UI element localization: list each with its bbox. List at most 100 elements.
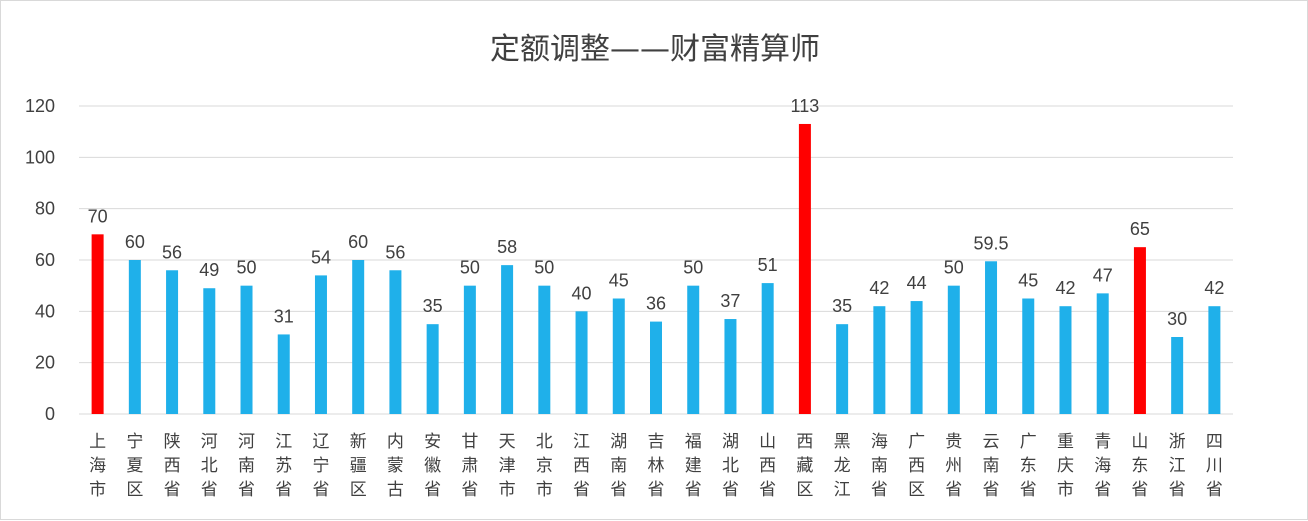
data-label: 50 (683, 258, 703, 278)
bar (575, 311, 588, 414)
x-tick-label: 内蒙古 (387, 432, 404, 500)
x-axis-labels: 上海市 宁夏区 陕西省 河北省 河南省 江苏省 辽宁省 新疆区 内蒙古 安徽省 甘肃省 天津市 北京市 江… (89, 432, 1223, 500)
x-tick-label: 青海省 (1094, 432, 1111, 500)
data-labels: 70 60 56 49 50 31 54 60 56 35 50 58 50 40 45 36 50 37 51 11… (88, 96, 1225, 329)
bar (687, 285, 700, 414)
bar (724, 319, 737, 414)
bar (426, 324, 439, 414)
bar (650, 321, 662, 414)
x-tick-label: 新疆区 (350, 432, 367, 500)
x-tick-label: 河南省 (238, 432, 255, 500)
data-label: 51 (758, 255, 778, 275)
bar (463, 285, 476, 414)
data-label: 70 (88, 206, 108, 226)
data-label: 35 (423, 296, 443, 316)
data-label: 30 (1167, 309, 1187, 329)
x-tick-label: 四川省 (1206, 432, 1223, 500)
bar (389, 270, 402, 414)
x-tick-label: 山西省 (759, 432, 776, 500)
data-label: 45 (1018, 271, 1038, 291)
data-label: 44 (907, 273, 927, 293)
bar (612, 298, 625, 414)
data-label: 50 (237, 258, 257, 278)
x-tick-label: 河北省 (201, 432, 218, 500)
data-label: 113 (791, 96, 820, 116)
bar (1022, 298, 1035, 414)
chart-title: 定额调整——财富精算师 (490, 32, 820, 67)
data-label: 42 (1204, 278, 1224, 298)
bar (1208, 306, 1221, 414)
x-tick-label: 陕西省 (164, 432, 181, 500)
x-tick-label: 黑龙江 (834, 432, 851, 500)
bars (91, 123, 1221, 414)
y-tick-label: 0 (45, 404, 55, 424)
bar (836, 324, 849, 414)
data-label: 36 (646, 294, 666, 314)
x-tick-label: 广东省 (1020, 432, 1037, 500)
x-tick-label: 重庆市 (1057, 432, 1074, 500)
data-label: 56 (385, 242, 405, 262)
x-tick-label: 广西区 (908, 432, 925, 500)
data-label: 49 (199, 260, 219, 280)
x-tick-label: 湖北省 (722, 432, 739, 500)
data-label: 47 (1093, 265, 1113, 285)
bar (1133, 247, 1146, 414)
x-tick-label: 宁夏区 (126, 432, 143, 500)
x-tick-label: 上海市 (89, 432, 106, 500)
bar (91, 234, 104, 414)
bar (277, 334, 290, 414)
data-label: 54 (311, 247, 331, 267)
x-tick-label: 西藏区 (796, 432, 813, 500)
x-tick-label: 浙江省 (1169, 432, 1186, 500)
bar (128, 260, 141, 414)
data-label: 31 (274, 306, 294, 326)
x-tick-label: 吉林省 (648, 432, 665, 500)
x-tick-label: 海南省 (871, 432, 888, 500)
bar (1096, 293, 1109, 414)
y-axis-ticks: 0 20 40 60 80 100 120 (25, 96, 55, 424)
x-tick-label: 云南省 (983, 432, 1000, 500)
y-tick-label: 80 (35, 199, 55, 219)
y-tick-label: 60 (35, 250, 55, 270)
bar (501, 265, 514, 414)
bar (352, 260, 365, 414)
data-label: 35 (832, 296, 852, 316)
data-label: 65 (1130, 219, 1150, 239)
x-tick-label: 安徽省 (424, 432, 441, 500)
data-label: 40 (572, 283, 592, 303)
bar (1059, 306, 1072, 414)
x-tick-label: 甘肃省 (461, 432, 478, 500)
data-label: 37 (720, 291, 740, 311)
data-label: 42 (1055, 278, 1075, 298)
y-tick-label: 100 (25, 147, 55, 167)
data-label: 56 (162, 242, 182, 262)
x-tick-label: 辽宁省 (312, 432, 329, 500)
bar (985, 261, 998, 414)
y-tick-label: 40 (35, 301, 55, 321)
bar (761, 283, 774, 414)
data-label: 58 (497, 237, 517, 257)
bar (1171, 337, 1184, 414)
data-label: 50 (534, 258, 554, 278)
data-label: 50 (944, 258, 964, 278)
x-tick-label: 江西省 (573, 432, 590, 500)
x-tick-label: 天津市 (499, 432, 516, 500)
bar (910, 301, 923, 414)
bar (314, 275, 327, 414)
gridlines (79, 105, 1233, 415)
bar (203, 288, 216, 414)
x-tick-label: 贵州省 (945, 432, 962, 500)
y-tick-label: 120 (25, 96, 55, 116)
data-label: 60 (125, 232, 145, 252)
data-label: 60 (348, 232, 368, 252)
x-tick-label: 福建省 (685, 432, 702, 500)
x-tick-label: 北京市 (536, 432, 553, 500)
bar (947, 285, 960, 414)
y-tick-label: 20 (35, 353, 55, 373)
bar (240, 285, 253, 414)
data-label: 59.5 (974, 233, 1009, 253)
bar (873, 306, 886, 414)
x-tick-label: 湖南省 (610, 432, 627, 500)
